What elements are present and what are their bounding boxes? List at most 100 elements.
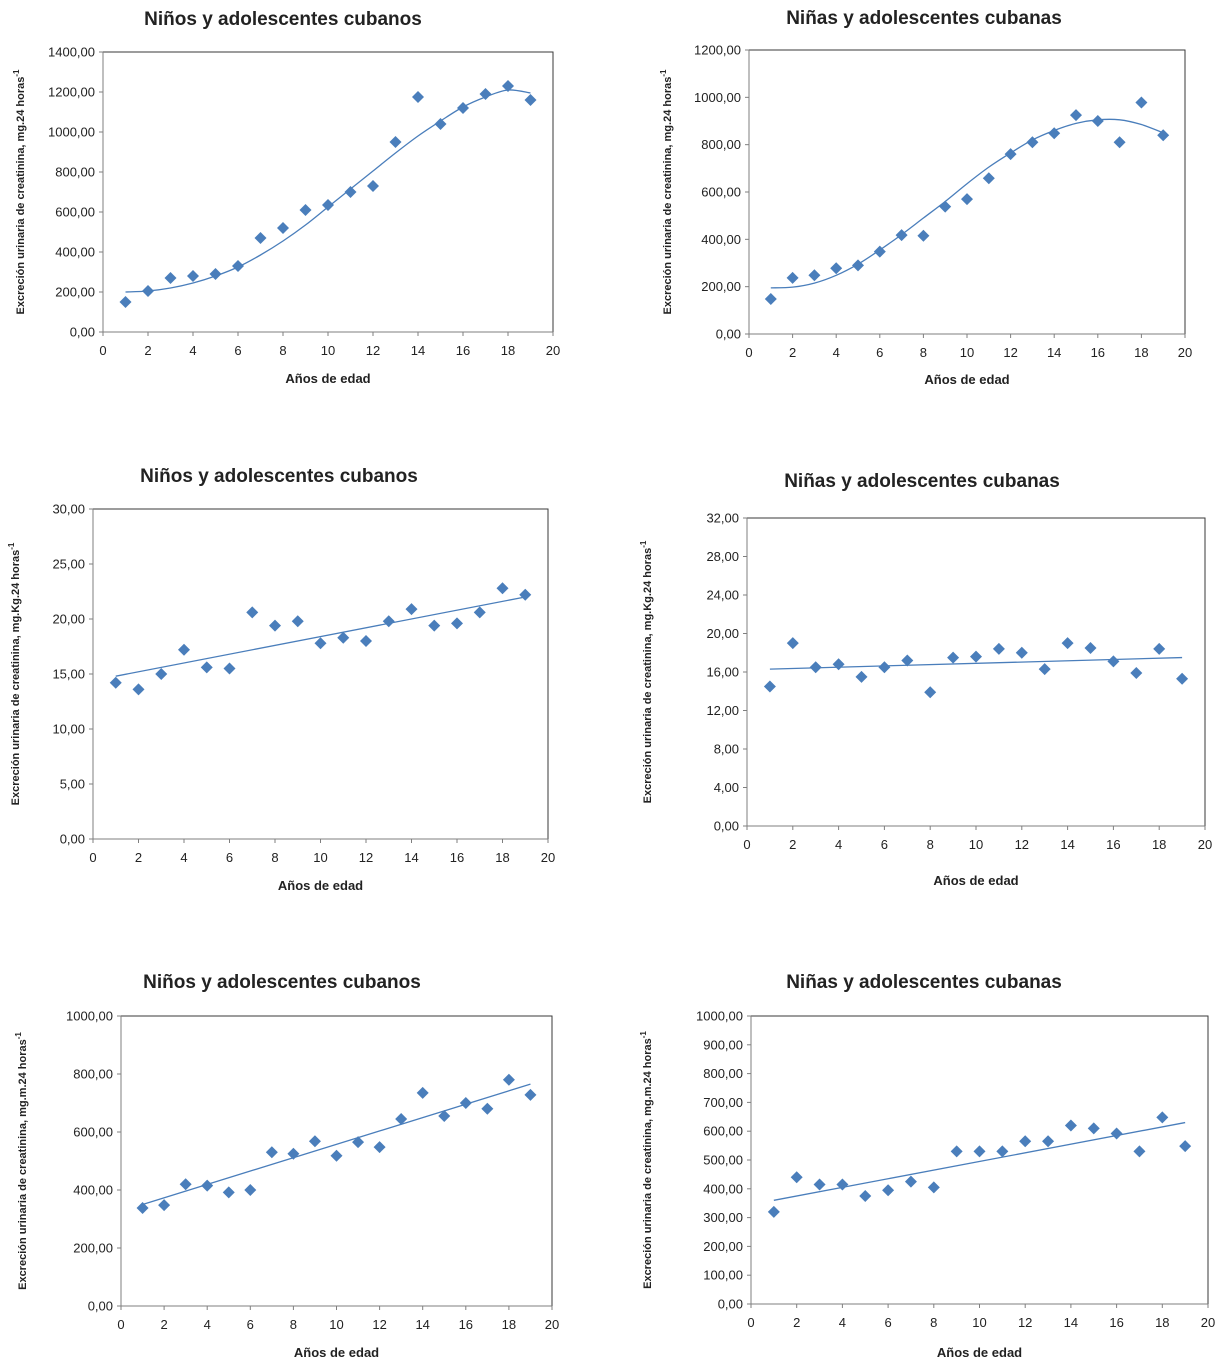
- data-point: [314, 637, 327, 650]
- data-point: [895, 229, 908, 242]
- x-tick-label: 8: [271, 850, 278, 865]
- y-tick-label: 1400,00: [48, 45, 95, 60]
- y-tick-label: 16,00: [706, 665, 739, 680]
- y-tick-label: 400,00: [701, 232, 741, 247]
- data-point: [200, 661, 213, 674]
- data-point: [395, 1112, 408, 1125]
- x-tick-label: 6: [876, 345, 883, 360]
- x-tick-label: 6: [234, 343, 241, 358]
- chart-2: Niñas y adolescentes cubanas 0 2 4 6 8 10 12 14 1…: [659, 8, 1192, 387]
- x-tick-label: 12: [359, 850, 373, 865]
- x-tick-label: 10: [329, 1317, 343, 1332]
- data-point: [473, 606, 486, 619]
- x-tick-label: 2: [793, 1315, 800, 1330]
- x-tick-label: 8: [279, 343, 286, 358]
- data-point: [855, 670, 868, 683]
- y-tick-label: 0,00: [70, 325, 95, 340]
- x-axis-label: Años de edad: [933, 873, 1018, 888]
- data-point: [1179, 1140, 1192, 1153]
- chart-4: Niñas y adolescentes cubanas 0 2 4 6 8 10 12 14 1…: [639, 471, 1212, 888]
- x-tick-label: 0: [743, 837, 750, 852]
- data-point: [1015, 646, 1028, 659]
- x-tick-label: 8: [290, 1317, 297, 1332]
- x-tick-label: 16: [1109, 1315, 1123, 1330]
- x-tick-label: 20: [1201, 1315, 1215, 1330]
- data-point: [1135, 96, 1148, 109]
- data-point: [481, 1102, 494, 1115]
- y-tick-label: 15,00: [52, 667, 85, 682]
- data-point: [178, 643, 190, 656]
- y-tick-label: 5,00: [60, 777, 85, 792]
- data-point: [367, 180, 379, 192]
- data-point: [1048, 127, 1061, 140]
- y-tick-label: 1200,00: [694, 43, 741, 58]
- x-tick-label: 14: [1060, 837, 1074, 852]
- x-tick-label: 20: [545, 1317, 559, 1332]
- data-point: [459, 1097, 472, 1109]
- y-tick-label: 30,00: [52, 502, 85, 517]
- data-point: [1107, 655, 1120, 668]
- y-axis-label: Excreción urinaria de creatinina, mg.m.2…: [14, 1032, 29, 1290]
- x-tick-label: 10: [969, 837, 983, 852]
- data-point: [142, 285, 154, 297]
- y-tick-label: 700,00: [703, 1095, 743, 1110]
- y-axis-label: Excreción urinaria de creatinina, mg.24 …: [12, 69, 27, 314]
- chart-title: Niñas y adolescentes cubanas: [784, 471, 1060, 492]
- data-point: [434, 118, 447, 130]
- x-tick-label: 12: [372, 1317, 386, 1332]
- data-point: [416, 1086, 429, 1099]
- x-tick-label: 16: [450, 850, 464, 865]
- x-tick-label: 18: [501, 343, 515, 358]
- x-tick-label: 4: [835, 837, 842, 852]
- data-point: [961, 193, 973, 206]
- data-point: [764, 292, 777, 305]
- data-point: [479, 88, 492, 100]
- data-point: [992, 642, 1005, 655]
- data-point: [832, 658, 845, 671]
- data-point: [428, 619, 441, 632]
- data-point: [1130, 666, 1143, 679]
- data-point: [808, 269, 821, 282]
- x-tick-label: 18: [502, 1317, 516, 1332]
- data-point: [859, 1190, 872, 1202]
- data-point: [939, 200, 952, 213]
- data-point: [947, 651, 960, 664]
- data-point: [246, 606, 259, 619]
- y-tick-label: 400,00: [703, 1181, 743, 1196]
- data-point: [524, 94, 537, 106]
- data-point: [1176, 672, 1189, 685]
- y-tick-label: 800,00: [55, 165, 95, 180]
- data-point: [405, 603, 418, 616]
- x-tick-label: 4: [180, 850, 187, 865]
- x-axis-label: Años de edad: [285, 371, 370, 386]
- y-tick-label: 10,00: [52, 722, 85, 737]
- data-point: [136, 1201, 149, 1214]
- data-point: [917, 229, 930, 242]
- y-tick-label: 0,00: [60, 832, 85, 847]
- x-tick-label: 20: [541, 850, 555, 865]
- data-point: [277, 222, 289, 234]
- x-tick-label: 0: [89, 850, 96, 865]
- chart-title: Niños y adolescentes cubanos: [140, 466, 418, 487]
- x-tick-label: 16: [1091, 345, 1105, 360]
- y-tick-label: 1000,00: [48, 125, 95, 140]
- data-point: [158, 1199, 171, 1212]
- y-tick-label: 800,00: [703, 1066, 743, 1081]
- data-point: [1064, 1119, 1077, 1132]
- x-tick-label: 18: [1152, 837, 1166, 852]
- y-tick-label: 4,00: [714, 780, 739, 795]
- y-tick-label: 32,00: [706, 511, 739, 526]
- x-tick-label: 16: [1106, 837, 1120, 852]
- y-tick-label: 900,00: [703, 1037, 743, 1052]
- plot-area: [750, 1015, 1209, 1305]
- data-point: [457, 102, 469, 114]
- x-tick-label: 0: [747, 1315, 754, 1330]
- data-point: [882, 1184, 895, 1197]
- data-point: [1133, 1145, 1146, 1158]
- y-tick-label: 12,00: [706, 703, 739, 718]
- data-point: [269, 619, 281, 632]
- data-point: [299, 204, 312, 216]
- y-tick-label: 1000,00: [66, 1009, 113, 1024]
- x-tick-label: 18: [495, 850, 509, 865]
- data-point: [337, 631, 350, 644]
